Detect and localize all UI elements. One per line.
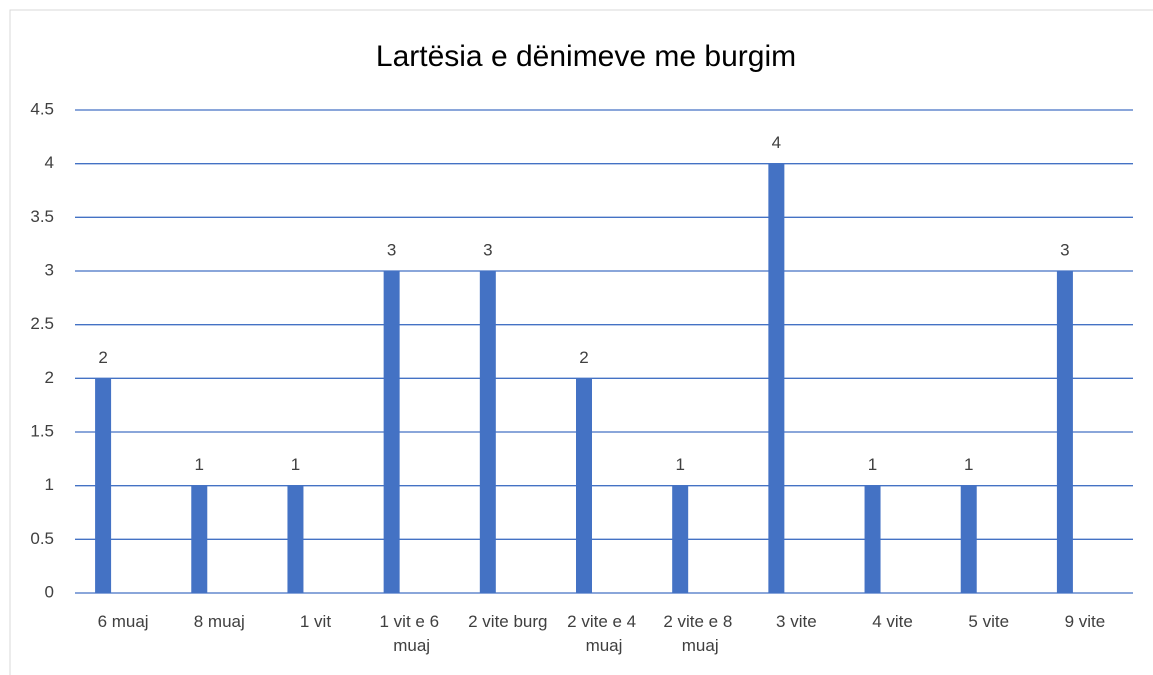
x-tick-label: 2 vite e 8 muaj xyxy=(663,612,737,655)
y-tick-label: 0.5 xyxy=(30,529,54,548)
x-tick-label: 5 vite xyxy=(968,612,1009,631)
data-label: 3 xyxy=(387,240,396,259)
data-label: 4 xyxy=(772,133,781,152)
y-tick-label: 3 xyxy=(45,260,54,279)
data-label: 1 xyxy=(675,455,684,474)
data-label: 2 xyxy=(98,348,107,367)
bar xyxy=(95,378,112,593)
data-label: 3 xyxy=(1060,240,1069,259)
x-tick-label: 3 vite xyxy=(776,612,817,631)
bar xyxy=(576,378,592,593)
x-tick-label: 2 vite burg xyxy=(468,612,547,631)
bar xyxy=(960,485,977,593)
data-label: 1 xyxy=(868,455,877,474)
chart-title: Lartësia e dënimeve me burgim xyxy=(376,40,796,73)
y-tick-label: 2 xyxy=(45,368,54,387)
x-tick-label: 4 vite xyxy=(872,612,913,631)
x-tick-label: 6 muaj xyxy=(98,612,149,631)
bar xyxy=(191,485,208,593)
y-tick-label: 4 xyxy=(45,153,54,172)
bar xyxy=(1056,271,1073,593)
y-tick-label: 1 xyxy=(45,475,54,494)
x-tick-label: 2 vite e 4 muaj xyxy=(567,612,641,655)
data-label: 2 xyxy=(579,348,588,367)
x-tick-label: 1 vit e 6 muaj xyxy=(380,612,444,655)
bar xyxy=(479,271,496,593)
data-label: 1 xyxy=(291,455,300,474)
y-tick-label: 3.5 xyxy=(30,207,54,226)
bar xyxy=(287,485,304,593)
y-tick-label: 0 xyxy=(45,582,54,601)
x-tick-label: 1 vit xyxy=(300,612,331,631)
x-tick-label: 8 muaj xyxy=(194,612,245,631)
data-label: 1 xyxy=(964,455,973,474)
bar xyxy=(864,485,881,593)
bar xyxy=(672,485,689,593)
bar xyxy=(383,271,400,593)
data-label: 1 xyxy=(195,455,204,474)
bar xyxy=(768,163,785,593)
y-tick-label: 2.5 xyxy=(30,314,54,333)
y-tick-label: 4.5 xyxy=(30,99,54,118)
y-tick-label: 1.5 xyxy=(30,421,54,440)
x-tick-label: 9 vite xyxy=(1065,612,1106,631)
data-label: 3 xyxy=(483,240,492,259)
